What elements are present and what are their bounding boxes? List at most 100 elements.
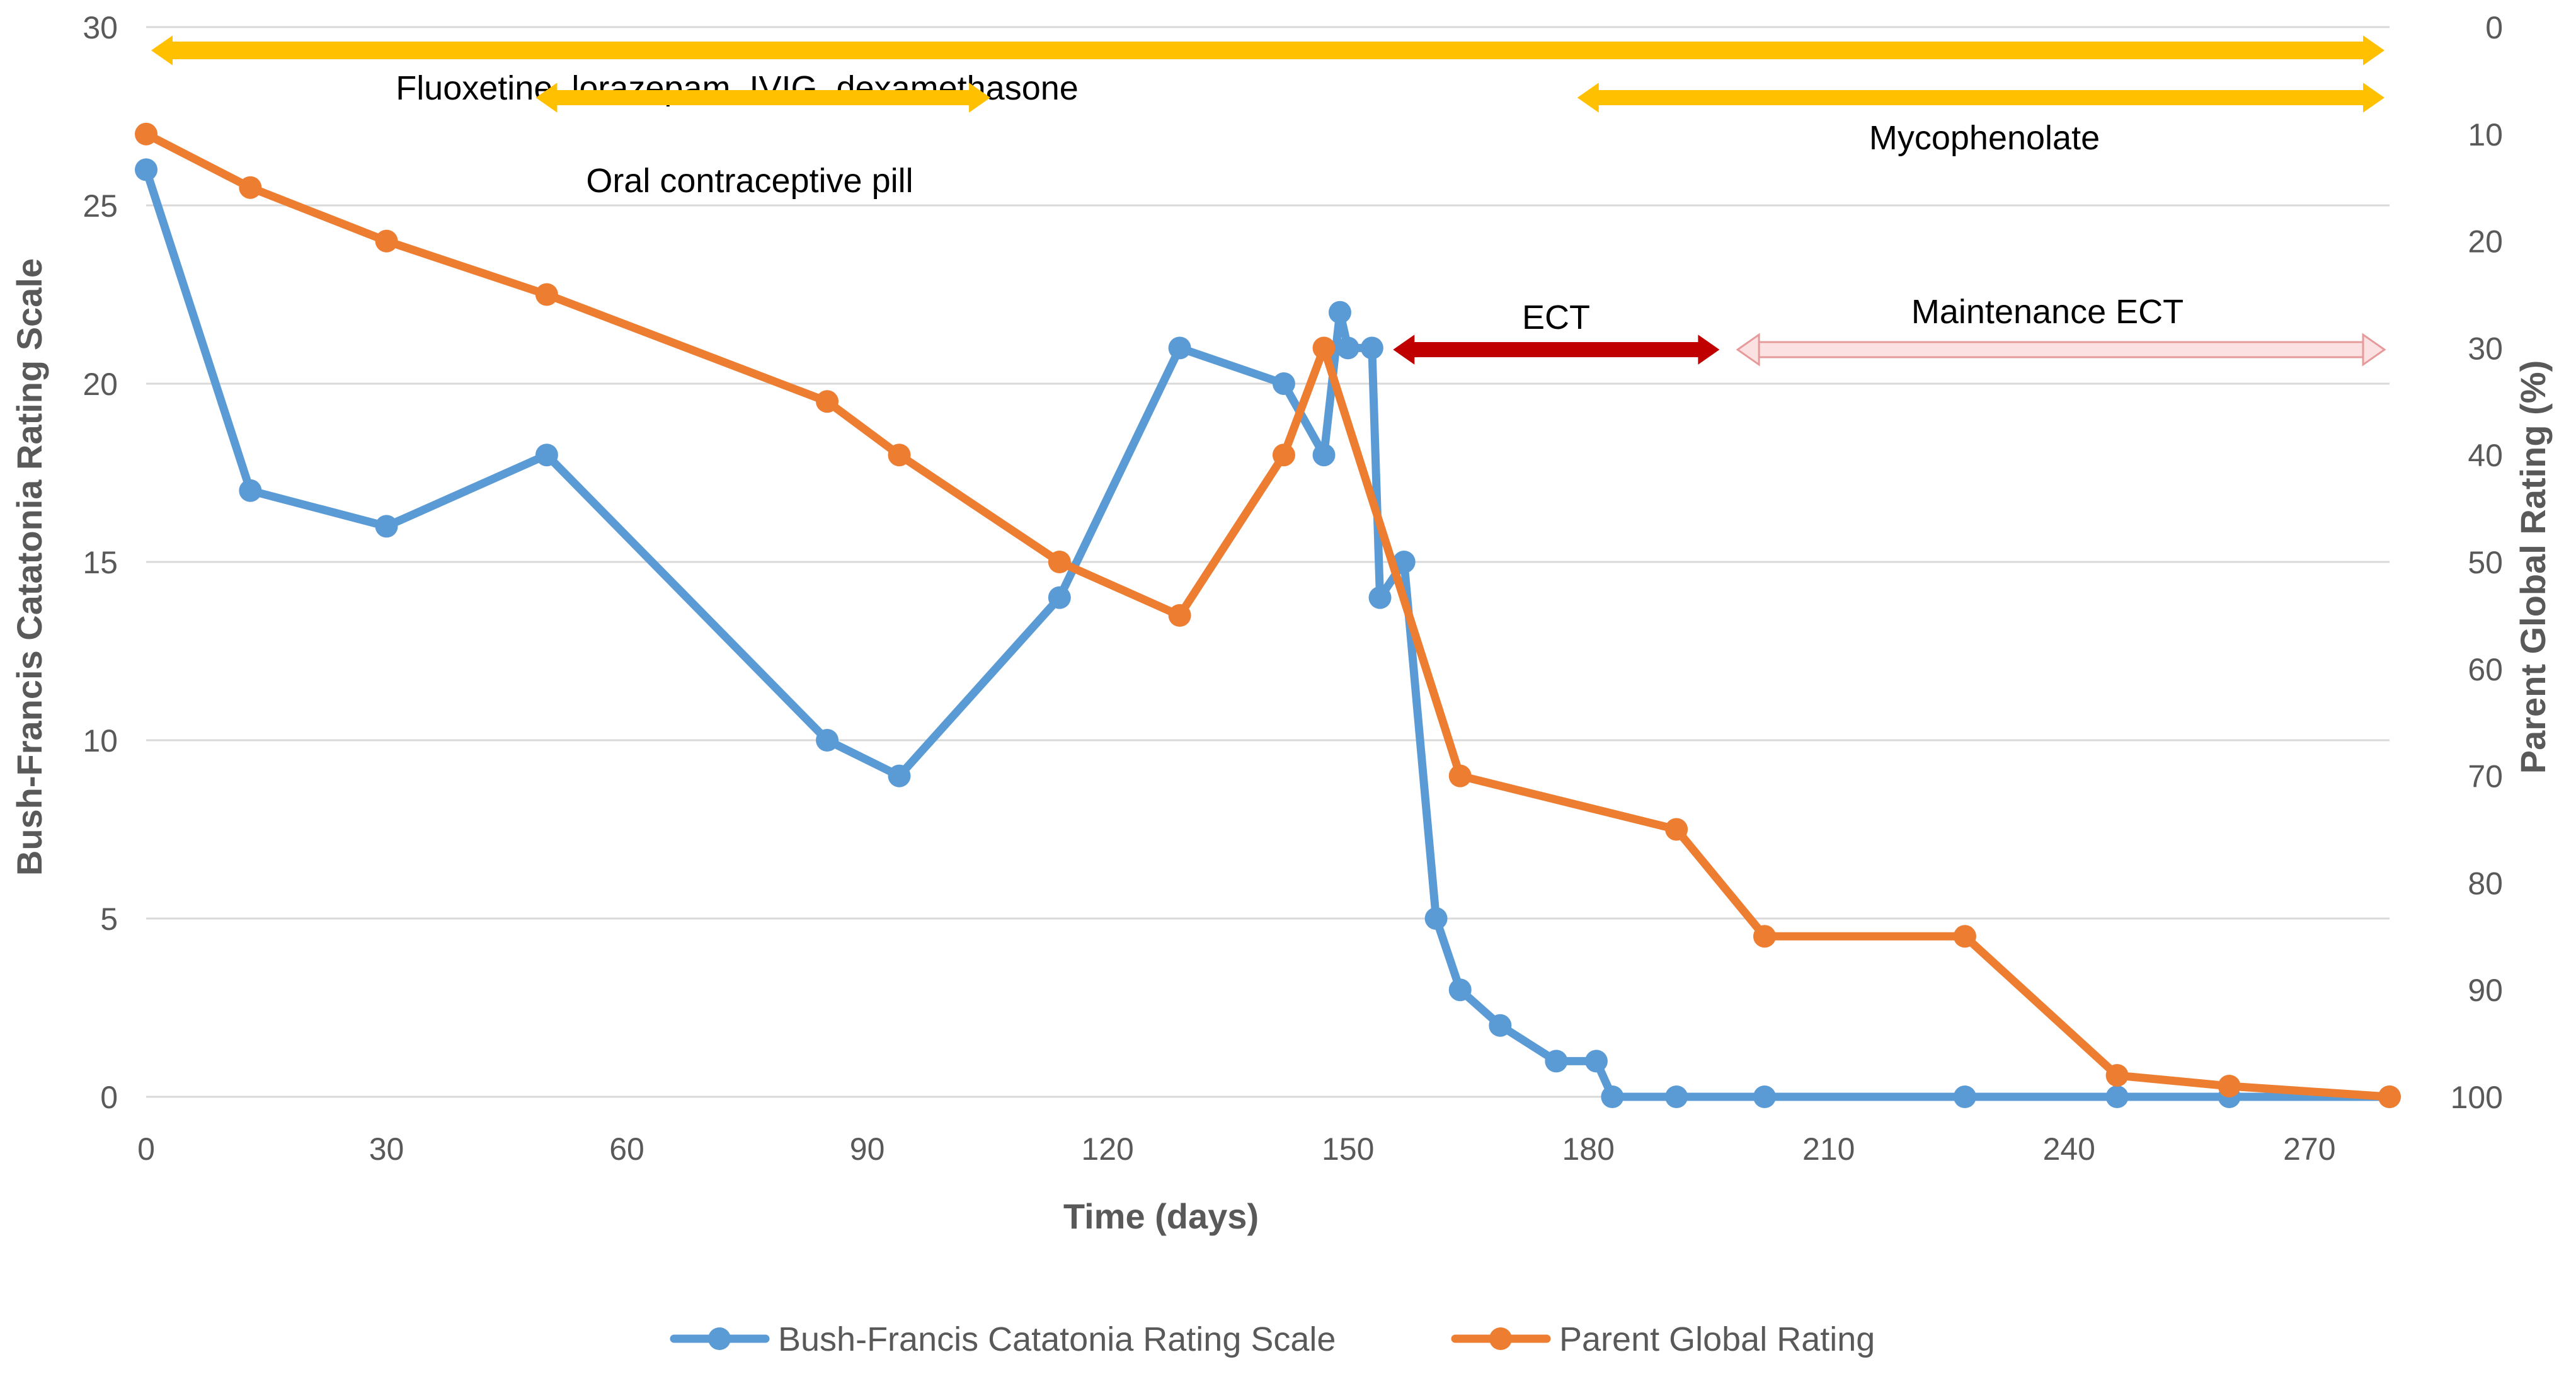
data-point	[135, 122, 157, 146]
legend-marker	[1489, 1327, 1512, 1350]
data-point	[2105, 1064, 2129, 1087]
data-point	[1584, 1050, 1608, 1073]
data-point	[888, 444, 911, 467]
data-point	[1048, 551, 1071, 573]
x-tick-label: 90	[850, 1131, 885, 1167]
x-tick-label: 270	[2283, 1131, 2335, 1167]
left-y-tick-label: 10	[83, 723, 118, 759]
data-point	[1665, 818, 1688, 841]
annotation-bar	[166, 42, 2369, 59]
right-y-tick-label: 40	[2468, 438, 2503, 473]
data-point	[135, 158, 157, 181]
data-point	[239, 479, 262, 502]
right-y-axis-title: Parent Global Rating (%)	[2513, 360, 2553, 774]
data-point	[2105, 1085, 2129, 1108]
data-point	[1312, 336, 1336, 360]
data-point	[1336, 336, 1360, 360]
right-y-tick-label: 20	[2468, 224, 2503, 260]
data-point	[816, 390, 839, 413]
legend: Bush-Francis Catatonia Rating Scale Paren…	[670, 1320, 1875, 1358]
data-series	[135, 122, 2401, 1108]
left-y-tick-label: 15	[83, 545, 118, 580]
right-y-tick-label: 10	[2468, 117, 2503, 152]
annotation-arrowhead-left	[1393, 335, 1415, 365]
annotation-bar	[1408, 342, 1705, 357]
right-y-tick-label: 70	[2468, 759, 2503, 794]
right-y-tick-label: 30	[2468, 331, 2503, 366]
x-tick-label: 60	[609, 1131, 644, 1167]
data-point	[1601, 1085, 1624, 1108]
data-point	[1272, 372, 1295, 395]
left-y-tick-label: 30	[83, 10, 118, 45]
data-point	[1953, 1085, 1976, 1108]
annotation-arrowhead-left	[535, 83, 558, 113]
treatment-annotations: Fluoxetine, lorazepam, IVIG, dexamethaso…	[151, 35, 2386, 367]
data-point	[1665, 1085, 1688, 1108]
annotation-label: Mycophenolate	[1869, 119, 2100, 157]
right-y-tick-label: 100	[2451, 1080, 2503, 1115]
annotation-label: ECT	[1522, 299, 1590, 336]
annotation-arrowhead-right	[2363, 83, 2384, 113]
right-y-tick-label: 90	[2468, 973, 2503, 1008]
data-point	[239, 176, 262, 199]
data-point	[2378, 1085, 2401, 1108]
left-y-tick-label: 20	[83, 367, 118, 402]
data-point	[1448, 764, 1472, 787]
annotation-arrowhead-right	[2363, 35, 2384, 66]
data-point	[375, 229, 398, 253]
annotation-bar	[551, 90, 976, 105]
annotation-label: Oral contraceptive pill	[586, 162, 913, 200]
data-point	[1312, 444, 1336, 467]
data-point	[1489, 1014, 1512, 1037]
annotation-arrowhead-right	[969, 83, 991, 113]
left-y-tick-label: 25	[83, 188, 118, 224]
data-point	[1753, 925, 1777, 948]
gridlines	[146, 26, 2390, 1098]
annotation-arrowhead-left	[1736, 333, 1760, 367]
data-point	[1048, 586, 1071, 609]
data-point	[1753, 1085, 1777, 1108]
annotation-label: Maintenance ECT	[1911, 293, 2184, 331]
axis-labels: Time (days) Bush-Francis Catatonia Ratin…	[9, 258, 2553, 1236]
data-point	[816, 729, 839, 752]
data-point	[1448, 978, 1472, 1002]
data-point	[2218, 1075, 2241, 1098]
data-point	[1360, 336, 1383, 360]
axes: 0 5 10 15 20 25 30 0 10 20 30 40 50 60 70 80 90 100 0 30 60 9…	[83, 10, 2503, 1167]
data-point	[888, 764, 911, 787]
x-tick-label: 240	[2043, 1131, 2095, 1167]
annotation-bar	[1754, 341, 2368, 358]
series-line	[142, 130, 2394, 1101]
left-y-axis-title: Bush-Francis Catatonia Rating Scale	[9, 258, 49, 876]
x-tick-label: 120	[1081, 1131, 1133, 1167]
annotation-arrowhead-left	[151, 35, 173, 66]
right-y-tick-label: 50	[2468, 545, 2503, 580]
data-point	[1953, 925, 1976, 948]
annotation-arrowhead-left	[1577, 83, 1599, 113]
data-point	[1392, 551, 1416, 573]
right-y-tick-label: 80	[2468, 866, 2503, 901]
x-tick-label: 180	[1562, 1131, 1614, 1167]
annotation-bar	[1592, 90, 2369, 105]
data-point	[1272, 444, 1295, 467]
left-y-tick-label: 5	[100, 902, 118, 937]
x-axis-title: Time (days)	[1063, 1196, 1259, 1236]
annotation-arrowhead-right	[1698, 335, 1720, 365]
data-point	[535, 444, 558, 467]
x-tick-label: 210	[1802, 1131, 1855, 1167]
data-point	[1424, 907, 1448, 930]
left-y-tick-label: 0	[100, 1080, 118, 1115]
right-y-tick-label: 0	[2485, 10, 2503, 45]
x-tick-label: 30	[369, 1131, 404, 1167]
x-tick-label: 150	[1322, 1131, 1374, 1167]
annotation-arrowhead-right	[2362, 333, 2386, 367]
x-tick-label: 0	[137, 1131, 155, 1167]
data-point	[1368, 586, 1392, 609]
legend-marker	[708, 1327, 731, 1350]
data-point	[1168, 336, 1191, 360]
legend-label: Bush-Francis Catatonia Rating Scale	[778, 1320, 1336, 1358]
data-point	[1545, 1050, 1568, 1073]
data-point	[535, 283, 558, 306]
